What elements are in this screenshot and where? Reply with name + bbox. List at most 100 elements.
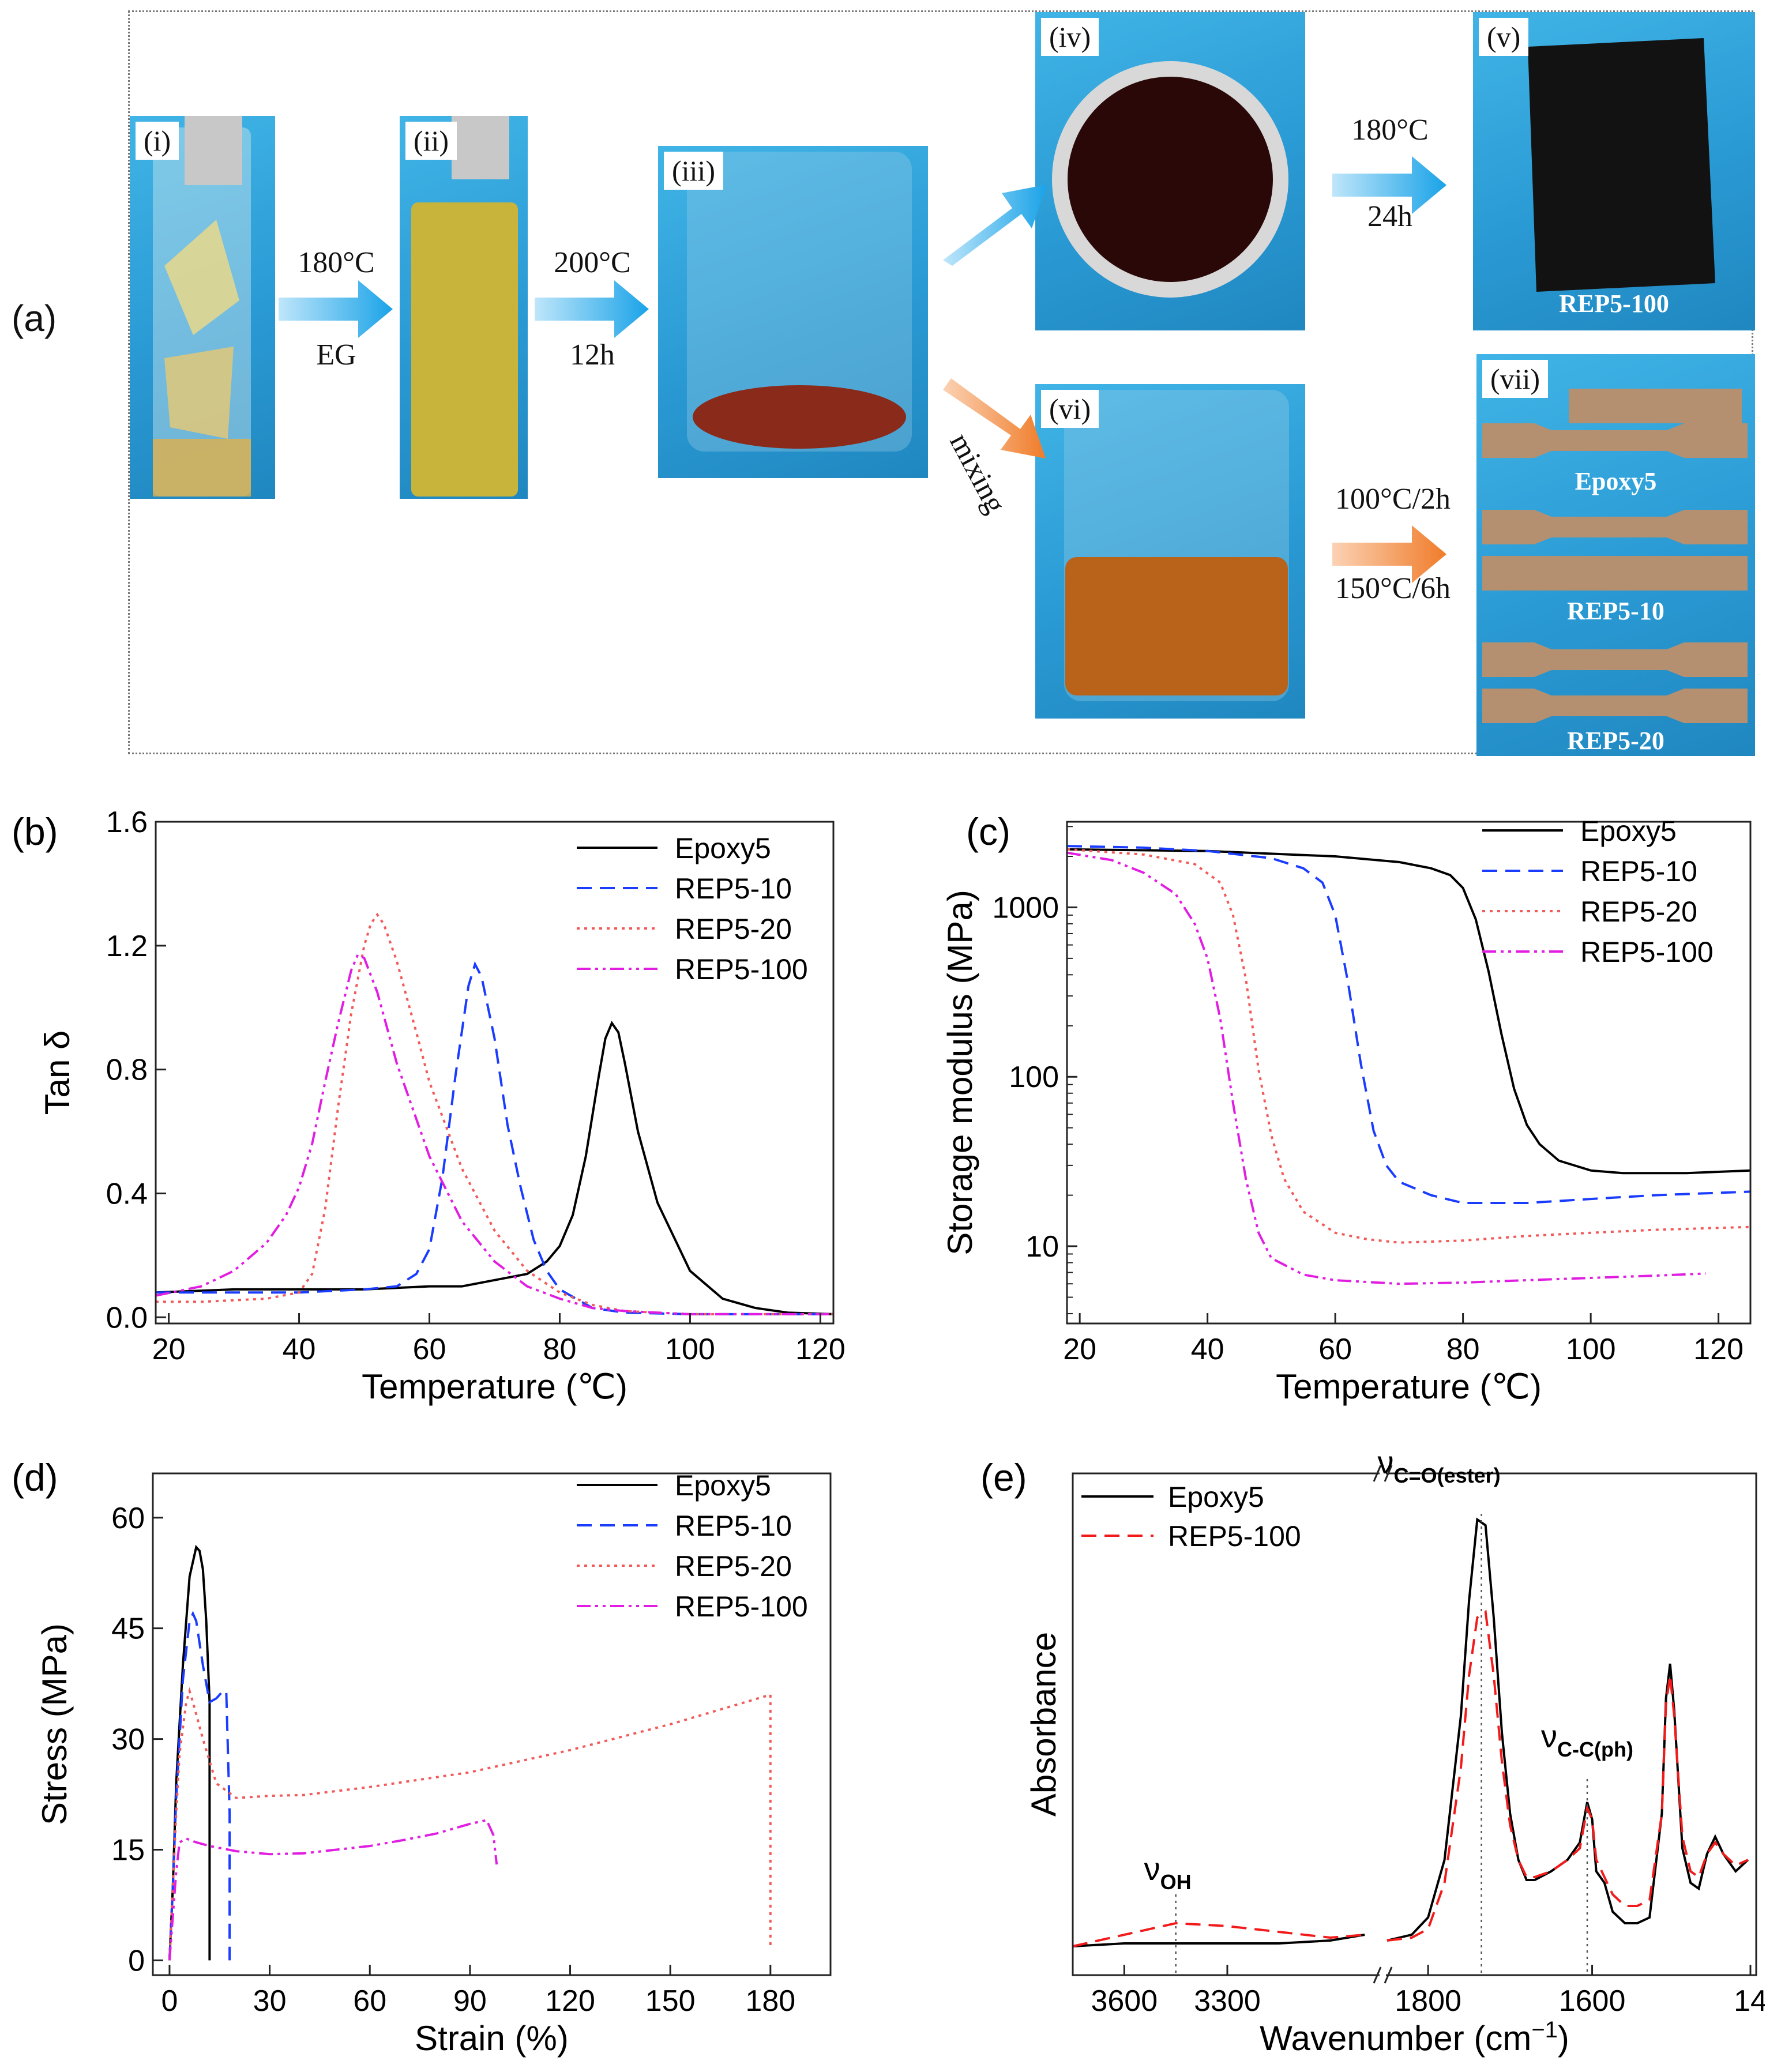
plot-frame: [1066, 821, 1752, 1325]
chart-c-storage-modulus: (c) 20 40 60 80 100 120 10 100 1000 Temperature (℃…: [941, 810, 1752, 1406]
y-tick-label: 0.0: [106, 1301, 148, 1334]
photo-iv-dish-cured: (iv): [1035, 12, 1305, 330]
x-tick-label: 14: [1734, 1984, 1765, 2018]
series-line-rep5-20: [156, 912, 833, 1315]
annotation-cc-ph: νC-C(ph): [1541, 1718, 1633, 1761]
legend-label: REP5-100: [675, 953, 808, 986]
y-tick-label: 0.4: [106, 1177, 148, 1210]
x-tick-label: 90: [453, 1984, 487, 2018]
y-tick-label: 1000: [992, 891, 1059, 924]
specimen-caption-epoxy5: Epoxy5: [1575, 467, 1657, 495]
annotation-co-ester: νC=O(ester): [1378, 1444, 1501, 1487]
legend-label: REP5-10: [675, 873, 792, 905]
y-tick-label: 30: [111, 1723, 145, 1757]
photo-v-rep5-100-sheet: (v) REP5-100: [1473, 12, 1755, 330]
photo-vi-beaker-mixture: (vi): [1035, 384, 1305, 719]
photo-label: (vi): [1041, 390, 1099, 428]
plot-frame: [152, 1472, 832, 1976]
y-tick-label: 10: [1025, 1230, 1059, 1263]
panel-label: (d): [12, 1456, 58, 1499]
specimens-illustration: [1482, 389, 1748, 723]
y-tick-label: 100: [1009, 1061, 1059, 1094]
y-axis-label: Stress (MPa): [35, 1623, 74, 1825]
legend-label: REP5-100: [675, 1590, 808, 1623]
x-tick-label: 80: [543, 1333, 577, 1366]
x-axis-label: Wavenumber (cm−1): [1260, 2017, 1569, 2058]
arrow-to-iv: [943, 185, 1047, 266]
series-line-epoxy5: [155, 1020, 834, 1315]
plot-frame: [155, 821, 835, 1325]
axis-break-gap: [1380, 1967, 1386, 1983]
y-axis-label: Storage modulus (MPa): [941, 890, 979, 1255]
panel-label: (c): [966, 810, 1010, 853]
step3-time: 24h: [1367, 200, 1412, 233]
y-axis-label: Tan δ: [38, 1031, 77, 1115]
photo-ii-vial-yellow-liquid: (ii): [400, 116, 528, 499]
x-axis-label: Temperature (℃): [362, 1367, 628, 1406]
series-line-rep5-10: [168, 1611, 231, 1961]
panel-label: (b): [12, 810, 58, 853]
y-tick-label: 0: [128, 1944, 145, 1977]
specimen-caption-rep5-20: REP5-20: [1567, 727, 1664, 755]
step4-cure-1: 100°C/2h: [1335, 483, 1451, 516]
x-tick-label: 120: [1693, 1333, 1744, 1366]
axis-break-mark: [1373, 1465, 1382, 1482]
x-tick-label: 80: [1446, 1333, 1480, 1366]
legend-label: REP5-20: [675, 913, 792, 945]
photo-label: (iii): [664, 152, 723, 190]
legend-label: REP5-100: [1580, 936, 1714, 968]
beaker-illustration: [687, 152, 912, 452]
x-tick-label: 180: [745, 1984, 795, 2018]
y-tick-label: 15: [111, 1834, 145, 1867]
legend-label: REP5-10: [675, 1510, 792, 1542]
legend-label: Epoxy5: [675, 1469, 771, 1502]
photo-label: (ii): [405, 122, 457, 160]
vial-illustration: [153, 116, 251, 497]
x-axis-label: Strain (%): [415, 2019, 569, 2058]
arrow-step1: [279, 280, 393, 338]
legend-label: REP5-100: [1168, 1520, 1301, 1552]
x-tick-label: 100: [665, 1333, 715, 1366]
panel-label: (e): [980, 1456, 1027, 1499]
beaker-illustration: [1064, 390, 1289, 701]
legend-label: REP5-10: [1580, 855, 1697, 888]
legend-label: REP5-20: [1580, 896, 1697, 928]
photo-vii-dumbbell-specimens: (vii) Epoxy5 REP5-10 REP5-20: [1476, 354, 1755, 756]
photo-label: (i): [136, 122, 179, 160]
y-tick-label: 1.2: [106, 930, 148, 963]
step2-temperature: 200°C: [554, 246, 631, 279]
arrow-to-v: [1332, 156, 1446, 214]
series-line-rep5-100: [1072, 1921, 1365, 1947]
plot-frame: [1072, 1472, 1757, 1976]
axis-break-mark: [1384, 1966, 1393, 1984]
x-tick-label: 1600: [1559, 1984, 1626, 2018]
specimen-caption-rep5-10: REP5-10: [1567, 597, 1664, 625]
x-axis-label: Temperature (℃): [1276, 1367, 1542, 1406]
photo-label: (iv): [1041, 18, 1099, 56]
series-line-epoxy5: [168, 1544, 211, 1961]
x-tick-label: 3600: [1091, 1984, 1158, 2018]
arrow-to-vii: [1332, 525, 1446, 583]
step1-temperature: 180°C: [298, 246, 375, 279]
x-tick-label: 60: [413, 1333, 446, 1366]
legend-label: Epoxy5: [1168, 1481, 1264, 1513]
chart-e-ftir: (e) 3600 3300 1800 1600 14 Wavenumber (cm−1) Ab…: [980, 1444, 1765, 2058]
x-tick-label: 60: [1318, 1333, 1352, 1366]
x-tick-label: 30: [253, 1984, 287, 2018]
y-tick-label: 45: [111, 1612, 145, 1646]
series-line-rep5-20: [1066, 848, 1751, 1244]
y-tick-label: 1.6: [106, 806, 148, 839]
step3-temperature: 180°C: [1351, 114, 1429, 146]
x-tick-label: 40: [283, 1333, 316, 1366]
axis-break-gap: [1380, 1465, 1386, 1481]
x-tick-label: 0: [161, 1984, 178, 2018]
series-line-epoxy5: [1072, 1934, 1365, 1947]
arrow-to-vi: [943, 378, 1046, 458]
vial-illustration: [411, 116, 518, 497]
legend-label: Epoxy5: [1580, 815, 1677, 847]
x-tick-label: 40: [1191, 1333, 1224, 1366]
axis-break-mark: [1373, 1966, 1382, 1984]
axis-break-mark: [1384, 1465, 1393, 1482]
x-tick-label: 3300: [1194, 1984, 1261, 2018]
series-line-rep5-100: [155, 953, 833, 1315]
